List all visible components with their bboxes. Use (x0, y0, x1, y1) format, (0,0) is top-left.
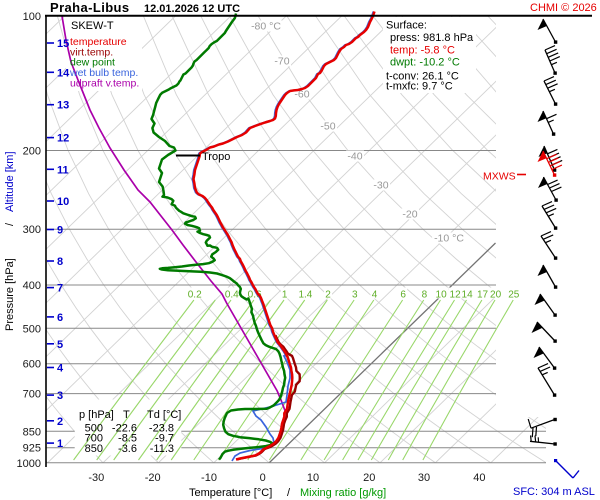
svg-text:8: 8 (57, 256, 63, 268)
svg-text:17: 17 (477, 290, 489, 301)
svg-text:14: 14 (462, 290, 474, 301)
svg-text:dwpt: -10.2 °C: dwpt: -10.2 °C (390, 57, 460, 69)
svg-text:5: 5 (57, 339, 63, 351)
svg-text:20: 20 (363, 472, 375, 484)
svg-text:700: 700 (85, 433, 103, 445)
svg-text:925: 925 (23, 443, 41, 455)
svg-text:udpraft v.temp.: udpraft v.temp. (70, 77, 139, 89)
svg-text:0.4: 0.4 (225, 290, 239, 301)
svg-text:40: 40 (473, 472, 485, 484)
svg-text:Temperature [°C]: Temperature [°C] (189, 487, 272, 499)
svg-text:8: 8 (422, 290, 428, 301)
svg-text:13: 13 (57, 100, 69, 112)
svg-text:Praha-Libus: Praha-Libus (50, 0, 130, 15)
svg-text:-10: -10 (201, 472, 217, 484)
svg-text:700: 700 (23, 389, 41, 401)
svg-text:12: 12 (57, 133, 69, 145)
svg-text:400: 400 (23, 280, 41, 292)
svg-text:-3.6: -3.6 (118, 443, 137, 455)
svg-text:7: 7 (57, 283, 63, 295)
svg-text:6: 6 (57, 312, 63, 324)
svg-text:wet bulb temp.: wet bulb temp. (69, 67, 138, 79)
svg-text:6: 6 (400, 290, 406, 301)
svg-text:-30: -30 (88, 472, 104, 484)
svg-text:p [hPa]: p [hPa] (79, 409, 114, 421)
svg-text:dew point: dew point (70, 57, 115, 69)
svg-text:-9.7: -9.7 (155, 433, 174, 445)
svg-text:virt.temp.: virt.temp. (70, 46, 113, 58)
svg-text:-50: -50 (320, 121, 335, 133)
svg-text:-20: -20 (145, 472, 161, 484)
svg-text:press: 981.8 hPa: press: 981.8 hPa (390, 32, 474, 44)
svg-text:t-mxfc: 9.7 °C: t-mxfc: 9.7 °C (386, 81, 453, 93)
svg-text:100: 100 (23, 11, 41, 23)
svg-text:2: 2 (57, 416, 63, 428)
svg-text:-8.5: -8.5 (118, 433, 137, 445)
svg-text:1: 1 (57, 438, 63, 450)
svg-text:300: 300 (23, 224, 41, 236)
svg-text:0.2: 0.2 (188, 290, 202, 301)
svg-text:/: / (287, 487, 291, 499)
svg-text:25: 25 (508, 290, 520, 301)
svg-text:0.6: 0.6 (248, 290, 262, 301)
svg-text:3: 3 (352, 290, 358, 301)
svg-text:temperature: temperature (70, 36, 127, 48)
svg-text:10: 10 (57, 196, 69, 208)
svg-text:500: 500 (85, 423, 103, 435)
svg-text:850: 850 (23, 426, 41, 438)
svg-text:2: 2 (325, 290, 331, 301)
svg-text:1: 1 (282, 290, 288, 301)
svg-text:Altitude [km]: Altitude [km] (4, 151, 16, 212)
svg-text:t-conv: 26.1 °C: t-conv: 26.1 °C (386, 71, 459, 83)
svg-text:MXWS: MXWS (483, 171, 516, 183)
svg-text:1000: 1000 (17, 458, 41, 470)
svg-text:-30: -30 (373, 180, 388, 192)
svg-text:850: 850 (85, 443, 103, 455)
svg-text:-23.8: -23.8 (149, 423, 174, 435)
svg-text:Pressure [hPa]: Pressure [hPa] (4, 258, 16, 331)
svg-text:20: 20 (490, 290, 502, 301)
svg-text:12: 12 (450, 290, 462, 301)
svg-text:-11.3: -11.3 (150, 443, 174, 455)
svg-text:3: 3 (57, 390, 63, 402)
svg-text:SFC: 304 m ASL: SFC: 304 m ASL (513, 486, 595, 498)
svg-text:-22.6: -22.6 (112, 423, 137, 435)
svg-text:CHMI © 2026: CHMI © 2026 (530, 2, 597, 14)
svg-text:-80 °C: -80 °C (251, 21, 281, 33)
svg-text:temp: -5.8 °C: temp: -5.8 °C (390, 45, 455, 57)
svg-text:T: T (123, 409, 130, 421)
svg-text:11: 11 (57, 164, 69, 176)
svg-text:9: 9 (57, 225, 63, 237)
svg-text:Tropo: Tropo (202, 151, 230, 163)
svg-text:14: 14 (57, 67, 70, 79)
svg-text:15: 15 (57, 38, 69, 50)
svg-text:600: 600 (23, 359, 41, 371)
svg-text:-20: -20 (402, 209, 417, 221)
svg-text:-60: -60 (294, 89, 309, 101)
svg-text:10: 10 (436, 290, 448, 301)
svg-text:Td [°C]: Td [°C] (147, 409, 181, 421)
svg-text:0: 0 (260, 472, 266, 484)
svg-text:-70: -70 (274, 56, 289, 68)
svg-text:Surface:: Surface: (386, 20, 427, 32)
svg-text:1.4: 1.4 (298, 290, 312, 301)
svg-text:12.01.2026 12 UTC: 12.01.2026 12 UTC (144, 3, 240, 15)
svg-text:Mixing ratio [g/kg]: Mixing ratio [g/kg] (300, 487, 386, 499)
svg-text:-10 °C: -10 °C (434, 233, 464, 245)
svg-text:30: 30 (418, 472, 430, 484)
svg-text:-40: -40 (347, 151, 362, 163)
svg-text:10: 10 (307, 472, 319, 484)
svg-text:SKEW-T: SKEW-T (71, 20, 114, 32)
svg-text:/: / (4, 222, 16, 226)
svg-text:4: 4 (57, 363, 64, 375)
svg-text:500: 500 (23, 323, 41, 335)
svg-text:200: 200 (23, 146, 41, 158)
svg-text:4: 4 (372, 290, 378, 301)
